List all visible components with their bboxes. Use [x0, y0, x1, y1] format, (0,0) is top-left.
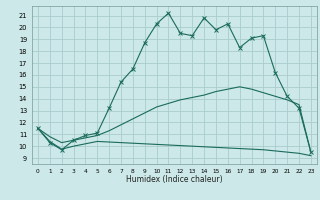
X-axis label: Humidex (Indice chaleur): Humidex (Indice chaleur)	[126, 175, 223, 184]
